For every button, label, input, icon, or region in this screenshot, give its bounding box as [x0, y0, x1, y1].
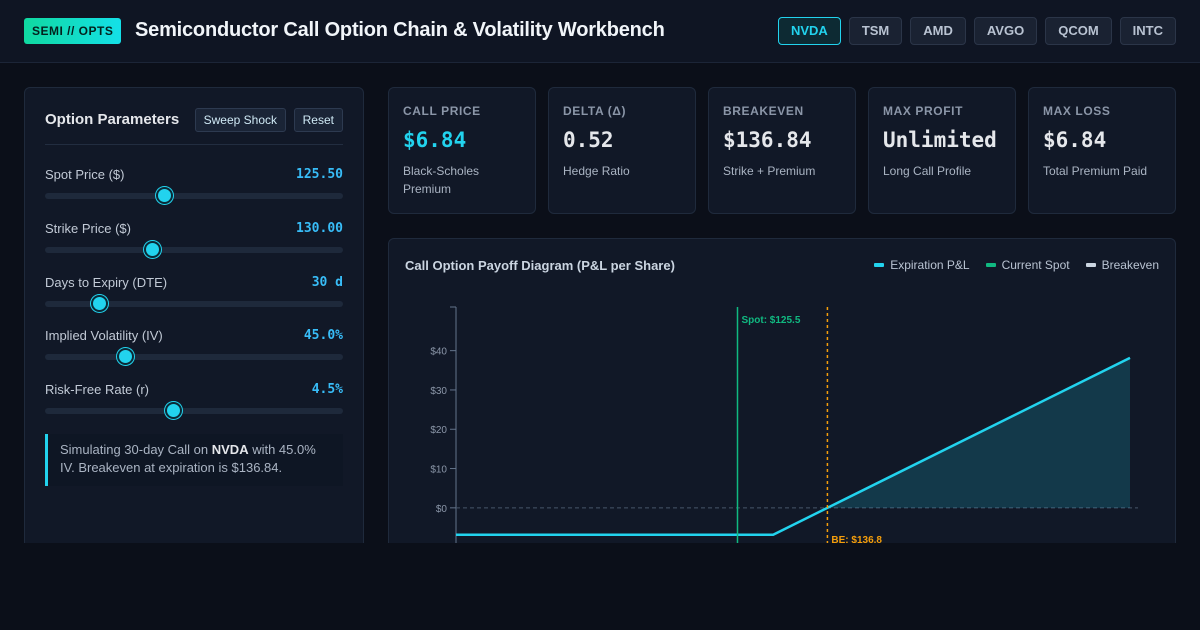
card-subtitle: Total Premium Paid	[1043, 164, 1148, 178]
param-label: Strike Price ($)	[45, 221, 131, 236]
note-suffix: with 45.0% IV. Breakeven at expiration i…	[60, 442, 316, 475]
param-label: Risk-Free Rate (r)	[45, 382, 150, 397]
ticker-button-nvda[interactable]: NVDA	[777, 17, 841, 45]
breakeven-card: BREAKEVEN $136.84 Strike + Premium	[708, 87, 856, 214]
param-label: Spot Price ($)	[45, 167, 125, 182]
simulation-note: Simulating 30-day Call on NVDA with 45.0…	[45, 434, 343, 486]
iv-slider[interactable]	[45, 348, 343, 365]
legend-item-current-spot: Current Spot	[985, 258, 1070, 272]
card-value: $6.84	[1043, 128, 1107, 152]
legend-swatch	[1085, 263, 1096, 267]
payoff-chart-panel: $40$30$20$10$0-$10Spot: $125.5BE: $136.8…	[388, 238, 1176, 559]
viewport-bottom-area	[0, 543, 1200, 630]
y-tick-label: $20	[430, 425, 447, 436]
card-label: MAX PROFIT	[883, 104, 963, 118]
card-label: CALL PRICE	[403, 104, 481, 118]
delta-card: DELTA (Δ) 0.52 Hedge Ratio	[548, 87, 696, 214]
param-spot-price: Spot Price ($) 125.50	[45, 167, 343, 207]
legend-label: Expiration P&L	[890, 258, 970, 272]
card-label: BREAKEVEN	[723, 104, 804, 118]
note-ticker: NVDA	[211, 442, 249, 457]
card-subtitle: Long Call Profile	[883, 164, 972, 178]
payoff-chart: $40$30$20$10$0-$10Spot: $125.5BE: $136.8	[427, 306, 1138, 559]
card-value: $136.84	[723, 128, 812, 152]
card-value: $6.84	[403, 128, 467, 152]
app-header: SEMI // OPTS Semiconductor Call Option C…	[0, 0, 1200, 63]
current-spot-label: Spot: $125.5	[741, 315, 800, 326]
card-subtitle: Black-Scholes Premium	[403, 164, 480, 196]
expiration-pl-line	[456, 356, 1131, 536]
ticker-button-amd[interactable]: AMD	[910, 17, 966, 45]
param-implied-volatility: Implied Volatility (IV) 45.0%	[45, 328, 343, 368]
legend-swatch	[874, 263, 885, 267]
card-subtitle: Strike + Premium	[723, 164, 816, 178]
breakeven-label: BE: $136.8	[831, 535, 882, 546]
panel-title: Option Parameters	[45, 111, 180, 128]
legend-item-expiration-pl: Expiration P&L	[874, 258, 970, 272]
slider-thumb[interactable]	[156, 187, 174, 204]
param-risk-free-rate: Risk-Free Rate (r) 4.5%	[45, 382, 343, 422]
call-price-card: CALL PRICE $6.84 Black-Scholes Premium	[388, 87, 536, 214]
card-subtitle: Hedge Ratio	[563, 164, 630, 178]
spot-price-slider[interactable]	[45, 187, 343, 204]
y-tick-label: $0	[436, 504, 448, 515]
slider-thumb[interactable]	[144, 241, 162, 258]
risk-free-rate-slider[interactable]	[45, 402, 343, 419]
card-label: DELTA (Δ)	[563, 104, 627, 118]
slider-thumb[interactable]	[165, 402, 183, 419]
param-value: 130.00	[296, 221, 343, 236]
param-label: Days to Expiry (DTE)	[45, 275, 168, 290]
note-prefix: Simulating 30-day Call on	[60, 442, 212, 457]
ticker-button-intc[interactable]: INTC	[1119, 17, 1176, 45]
param-days-to-expiry: Days to Expiry (DTE) 30 d	[45, 275, 343, 315]
param-strike-price: Strike Price ($) 130.00	[45, 221, 343, 261]
ticker-button-tsm[interactable]: TSM	[848, 17, 903, 45]
param-value: 125.50	[296, 167, 343, 182]
chart-title: Call Option Payoff Diagram (P&L per Shar…	[405, 258, 675, 273]
y-tick-label: $40	[430, 347, 447, 358]
y-tick-label: $30	[430, 386, 447, 397]
y-tick-label: $10	[430, 465, 447, 476]
card-label: MAX LOSS	[1043, 104, 1111, 118]
legend-swatch	[985, 263, 996, 267]
slider-thumb[interactable]	[117, 348, 135, 365]
reset-button[interactable]: Reset	[293, 108, 343, 132]
option-parameters-panel: Option Parameters Sweep Shock Reset Spot…	[24, 87, 364, 557]
legend-label: Current Spot	[1001, 258, 1070, 272]
panel-header: Option Parameters Sweep Shock Reset	[45, 108, 343, 145]
card-value: Unlimited	[883, 128, 997, 152]
ticker-button-avgo[interactable]: AVGO	[973, 17, 1038, 45]
sweep-shock-button[interactable]: Sweep Shock	[194, 108, 286, 132]
max-profit-card: MAX PROFIT Unlimited Long Call Profile	[868, 87, 1016, 214]
ticker-selector: NVDA TSM AMD AVGO QCOM INTC	[777, 17, 1176, 45]
legend-label: Breakeven	[1101, 258, 1159, 272]
card-value: 0.52	[563, 128, 614, 152]
page-title: Semiconductor Call Option Chain & Volati…	[135, 19, 665, 41]
strike-price-slider[interactable]	[45, 241, 343, 258]
app-logo: SEMI // OPTS	[24, 18, 122, 44]
ticker-button-qcom[interactable]: QCOM	[1045, 17, 1112, 45]
dte-slider[interactable]	[45, 295, 343, 312]
legend-item-breakeven: Breakeven	[1085, 258, 1159, 272]
param-value: 30 d	[311, 275, 343, 290]
chart-legend: Expiration P&L Current Spot Breakeven	[874, 258, 1159, 272]
param-label: Implied Volatility (IV)	[45, 328, 163, 343]
slider-thumb[interactable]	[90, 295, 108, 312]
param-value: 45.0%	[303, 328, 343, 343]
max-loss-card: MAX LOSS $6.84 Total Premium Paid	[1028, 87, 1176, 214]
param-value: 4.5%	[311, 382, 343, 397]
